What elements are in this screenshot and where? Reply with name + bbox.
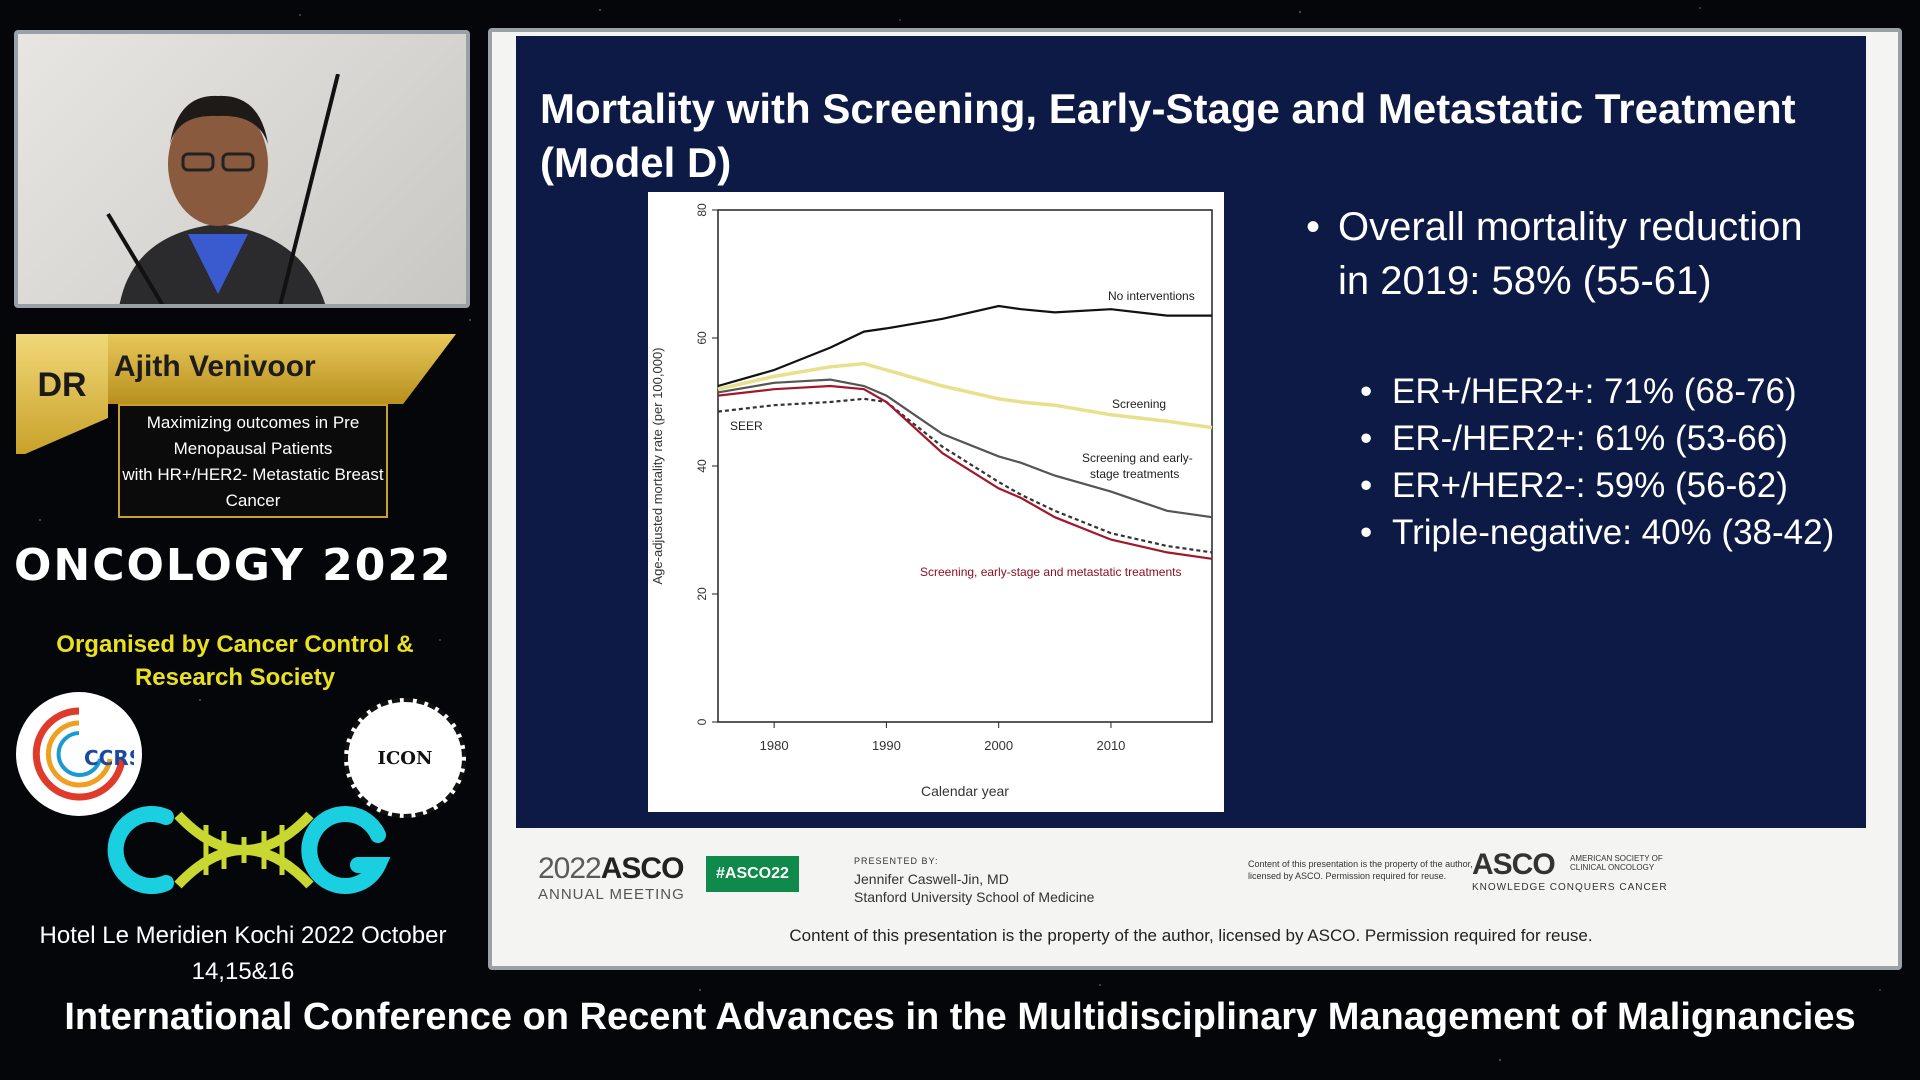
x-tick-label: 2010 bbox=[1096, 738, 1125, 753]
y-tick-label: 0 bbox=[695, 718, 709, 725]
presenter-name: Jennifer Caswell-Jin, MD bbox=[854, 871, 1009, 887]
speaker-video bbox=[14, 30, 470, 308]
presenter-affiliation: Stanford University School of Medicine bbox=[854, 889, 1095, 905]
presented-label: PRESENTED BY: bbox=[854, 856, 939, 866]
series-line-screening-and-early-stage-treatments bbox=[717, 378, 1213, 519]
copyright-small: Content of this presentation is the prop… bbox=[1248, 859, 1473, 881]
y-tick-label: 20 bbox=[695, 587, 709, 601]
speaker-name: Ajith Venivoor bbox=[114, 350, 316, 383]
topic-line: Maximizing outcomes in Pre bbox=[146, 413, 360, 432]
y-tick-label: 80 bbox=[695, 203, 709, 217]
asco-annual-meeting-logo: 2022ASCO ANNUAL MEETING bbox=[538, 852, 685, 903]
sub-bullet-list: ER+/HER2+: 71% (68-76) ER-/HER2+: 61% (5… bbox=[1306, 368, 1846, 556]
venue-text: Hotel Le Meridien Kochi 2022 October 14,… bbox=[8, 918, 478, 990]
main-bullet-line: Overall mortality reduction bbox=[1338, 205, 1803, 249]
asco-society-logo: ASCO AMERICAN SOCIETY OF CLINICAL ONCOLO… bbox=[1472, 848, 1668, 893]
mortality-chart: 0 20 40 60 80 1980 1990 2000 2010 Calendar year… bbox=[648, 192, 1224, 812]
copyright-note: Content of this presentation is the prop… bbox=[789, 926, 1593, 945]
x-tick-label: 1980 bbox=[760, 738, 789, 753]
label-metastatic: Screening, early-stage and metastatic tr… bbox=[920, 565, 1181, 579]
event-name: ONCOLOGY 2022 bbox=[14, 540, 453, 591]
x-tick-label: 2000 bbox=[984, 738, 1013, 753]
icon-logo: ICON bbox=[344, 698, 466, 818]
series-line-screening bbox=[717, 361, 1213, 430]
venue-dates: 14,15&16 bbox=[191, 958, 295, 985]
presentation-slide: Mortality with Screening, Early-Stage an… bbox=[488, 28, 1902, 970]
y-tick-label: 40 bbox=[695, 459, 709, 473]
presenter-info: PRESENTED BY: Jennifer Caswell-Jin, MD S… bbox=[854, 852, 1094, 906]
asco-society-name: ASCO bbox=[1472, 848, 1556, 881]
main-bullet: Overall mortality reduction in 2019: 58%… bbox=[1306, 200, 1846, 308]
title-prefix-badge: DR bbox=[16, 334, 108, 454]
slide-footer: 2022ASCO ANNUAL MEETING #ASCO22 PRESENTE… bbox=[516, 830, 1866, 968]
series-line-screening-early-stage-and-metastatic-treatments bbox=[717, 384, 1213, 560]
label-early-stage-1: Screening and early- bbox=[1082, 451, 1193, 465]
label-seer: SEER bbox=[730, 419, 763, 433]
sub-bullet: ER+/HER2-: 59% (56-62) bbox=[1360, 462, 1846, 509]
speaker-silhouette bbox=[106, 74, 340, 304]
speaker-name-plate: DR Ajith Venivoor bbox=[16, 334, 456, 454]
label-no-interventions: No interventions bbox=[1108, 289, 1195, 303]
asco-sub: ANNUAL MEETING bbox=[538, 886, 685, 903]
topic-line: with HR+/HER2- Metastatic Breast bbox=[122, 465, 384, 484]
slide-title: Mortality with Screening, Early-Stage an… bbox=[540, 82, 1840, 190]
asco-tagline: KNOWLEDGE CONQUERS CANCER bbox=[1472, 882, 1668, 893]
label-early-stage-2: stage treatments bbox=[1090, 467, 1179, 481]
asco-year: 2022 bbox=[538, 852, 602, 885]
organiser-line: Research Society bbox=[134, 664, 336, 691]
sub-bullet: ER+/HER2+: 71% (68-76) bbox=[1360, 368, 1846, 415]
ccrs-logo-text: CCRS bbox=[84, 746, 134, 770]
y-axis-label: Age-adjusted mortality rate (per 100,000… bbox=[650, 347, 665, 584]
conference-banner: International Conference on Recent Advan… bbox=[64, 996, 1856, 1038]
icon-logo-text: ICON bbox=[377, 747, 433, 769]
ccrs-logo: CCRS bbox=[16, 692, 142, 816]
sub-bullet: ER-/HER2+: 61% (53-66) bbox=[1360, 415, 1846, 462]
asco-society-full: AMERICAN SOCIETY OF CLINICAL ONCOLOGY bbox=[1570, 854, 1663, 872]
main-bullet-line: in 2019: 58% (55-61) bbox=[1338, 259, 1712, 303]
venue-line: Hotel Le Meridien Kochi 2022 October bbox=[39, 922, 447, 949]
slide-bullets: Overall mortality reduction in 2019: 58%… bbox=[1306, 200, 1846, 556]
slide-title-line: (Model D) bbox=[540, 139, 732, 186]
label-screening: Screening bbox=[1112, 397, 1166, 411]
series-line-no-interventions bbox=[717, 304, 1212, 388]
slide-title-line: Mortality with Screening, Early-Stage an… bbox=[540, 85, 1796, 132]
talk-topic: Maximizing outcomes in Pre Menopausal Pa… bbox=[118, 404, 388, 518]
ccrs-logo-graphic: CCRS bbox=[32, 707, 134, 801]
x-axis-label: Calendar year bbox=[921, 783, 1009, 799]
sub-bullet: Triple-negative: 40% (38-42) bbox=[1360, 509, 1846, 556]
slide-body: Mortality with Screening, Early-Stage an… bbox=[516, 36, 1866, 828]
dna-helix-icon bbox=[174, 811, 314, 889]
hashtag-badge: #ASCO22 bbox=[706, 856, 799, 892]
cmg-logo bbox=[107, 806, 391, 894]
topic-line: Menopausal Patients bbox=[173, 439, 333, 458]
organiser-text: Organised by Cancer Control & Research S… bbox=[20, 628, 450, 694]
asco-name: ASCO bbox=[600, 852, 685, 885]
title-prefix: DR bbox=[37, 365, 87, 404]
topic-line: Cancer bbox=[225, 491, 281, 510]
y-tick-label: 60 bbox=[695, 331, 709, 345]
series-line-seer bbox=[717, 397, 1213, 554]
organiser-line: Organised by Cancer Control & bbox=[56, 631, 414, 658]
x-tick-label: 1990 bbox=[872, 738, 901, 753]
mortality-chart-svg: 0 20 40 60 80 1980 1990 2000 2010 Calendar year… bbox=[650, 203, 1213, 799]
